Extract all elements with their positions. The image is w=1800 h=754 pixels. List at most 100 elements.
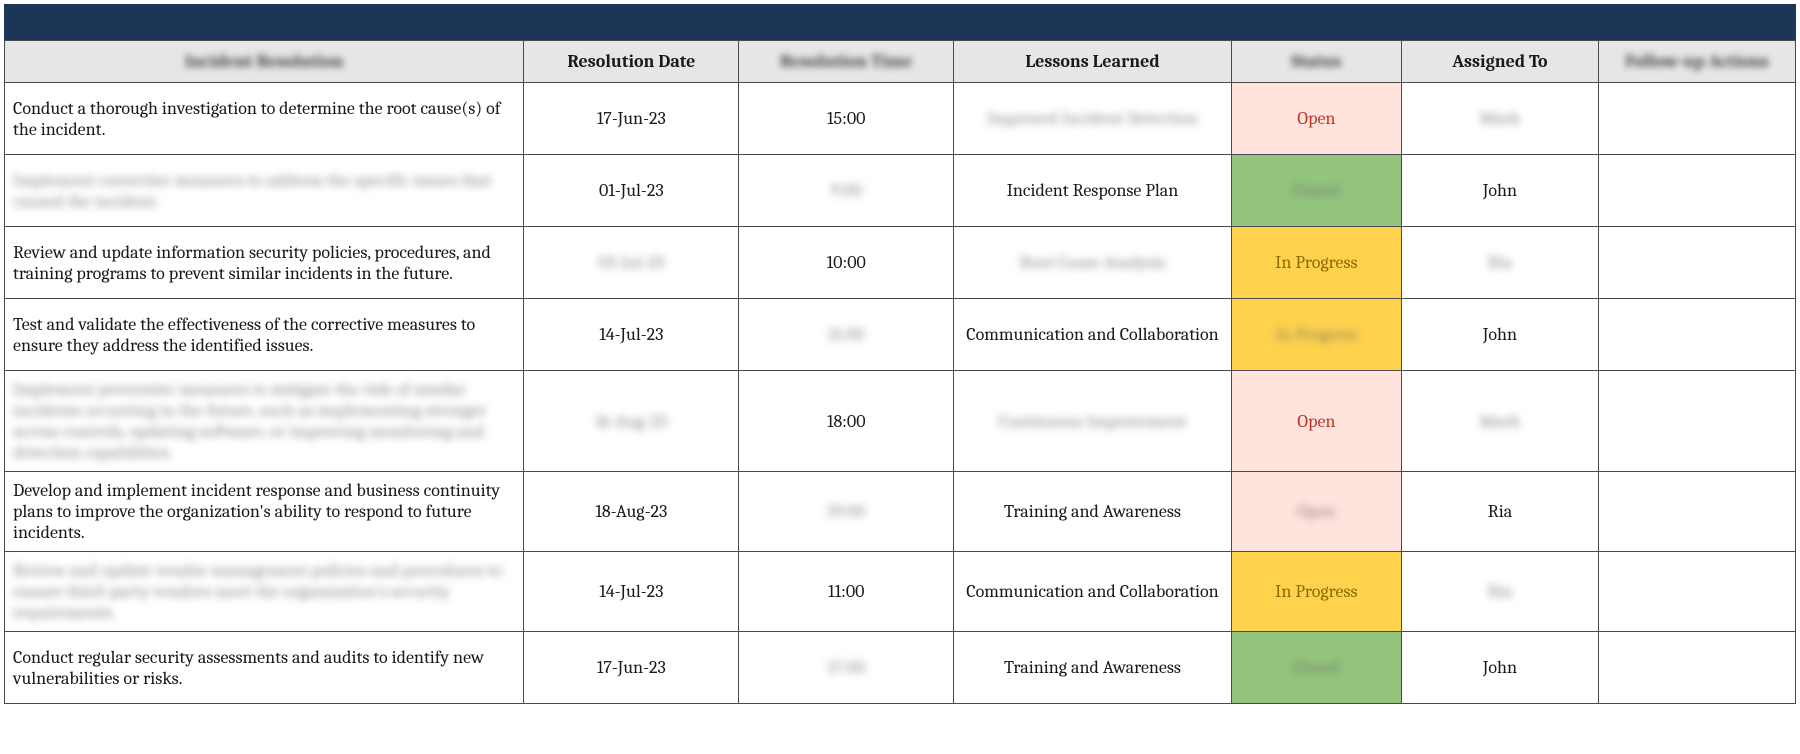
- cell-status: In Progress: [1231, 227, 1401, 299]
- cell-status: In Progress: [1231, 299, 1401, 371]
- cell-status-text: Open: [1297, 411, 1335, 432]
- cell-follow: [1598, 371, 1795, 472]
- cell-status-text: Closed: [1293, 657, 1340, 678]
- cell-assigned: Ria: [1401, 552, 1598, 632]
- top-banner: [4, 4, 1796, 40]
- cell-date: 14-Jul-23: [524, 552, 739, 632]
- cell-assigned-text: Mark: [1479, 108, 1520, 129]
- cell-time: 11:00: [739, 299, 954, 371]
- cell-lessons-text: Communication and Collaboration: [966, 581, 1218, 602]
- cell-lessons-text: Training and Awareness: [1004, 657, 1181, 678]
- cell-date: 14-Jul-23: [524, 299, 739, 371]
- cell-resolution: Review and update information security p…: [5, 227, 524, 299]
- cell-assigned: Ria: [1401, 227, 1598, 299]
- col-header: Lessons Learned: [954, 41, 1232, 83]
- cell-resolution-text: Conduct a thorough investigation to dete…: [13, 98, 500, 140]
- cell-lessons-text: Improved Incident Detection: [987, 108, 1198, 129]
- cell-time-text: 17:00: [827, 657, 865, 678]
- cell-resolution-text: Review and update vendor management poli…: [13, 560, 502, 623]
- cell-lessons: Improved Incident Detection: [954, 83, 1232, 155]
- cell-resolution-text: Conduct regular security assessments and…: [13, 647, 484, 689]
- cell-date: 03-Jul-23: [524, 227, 739, 299]
- table-body: Conduct a thorough investigation to dete…: [5, 83, 1796, 704]
- cell-time: 10:00: [739, 227, 954, 299]
- cell-follow: [1598, 227, 1795, 299]
- cell-resolution-text: Review and update information security p…: [13, 242, 491, 284]
- cell-status: Open: [1231, 472, 1401, 552]
- cell-date: 17-Jun-23: [524, 83, 739, 155]
- cell-follow: [1598, 83, 1795, 155]
- cell-resolution-text: Test and validate the effectiveness of t…: [13, 314, 475, 356]
- col-header-label: Incident Resolution: [185, 51, 344, 72]
- cell-time-text: 11:00: [828, 581, 864, 602]
- cell-date-text: 17-Jun-23: [597, 657, 666, 678]
- table-header: Incident ResolutionResolution DateResolu…: [5, 41, 1796, 83]
- cell-status: Closed: [1231, 632, 1401, 704]
- cell-lessons-text: Training and Awareness: [1004, 501, 1181, 522]
- col-header: Resolution Date: [524, 41, 739, 83]
- col-header-label: Lessons Learned: [1025, 51, 1159, 72]
- table-row: Conduct regular security assessments and…: [5, 632, 1796, 704]
- cell-resolution: Review and update vendor management poli…: [5, 552, 524, 632]
- cell-time: 9:00: [739, 155, 954, 227]
- cell-status-text: In Progress: [1275, 252, 1357, 273]
- cell-assigned-text: Ria: [1488, 252, 1512, 273]
- cell-time: 18:00: [739, 371, 954, 472]
- col-header-label: Status: [1291, 51, 1341, 72]
- col-header-label: Follow-up Actions: [1625, 51, 1769, 72]
- cell-resolution: Conduct regular security assessments and…: [5, 632, 524, 704]
- cell-time: 11:00: [739, 552, 954, 632]
- cell-assigned: Mark: [1401, 371, 1598, 472]
- col-header: Status: [1231, 41, 1401, 83]
- col-header: Incident Resolution: [5, 41, 524, 83]
- cell-resolution-text: Implement corrective measures to address…: [13, 170, 491, 212]
- cell-status: In Progress: [1231, 552, 1401, 632]
- table-row: Review and update information security p…: [5, 227, 1796, 299]
- cell-date-text: 16-Aug-23: [596, 411, 668, 432]
- cell-date: 17-Jun-23: [524, 632, 739, 704]
- cell-assigned: Mark: [1401, 83, 1598, 155]
- cell-date-text: 01-Jul-23: [599, 180, 664, 201]
- cell-status: Open: [1231, 371, 1401, 472]
- col-header-label: Assigned To: [1452, 51, 1547, 72]
- table-row: Test and validate the effectiveness of t…: [5, 299, 1796, 371]
- cell-assigned-text: John: [1483, 657, 1517, 678]
- cell-date: 16-Aug-23: [524, 371, 739, 472]
- cell-lessons-text: Incident Response Plan: [1007, 180, 1179, 201]
- cell-status: Closed: [1231, 155, 1401, 227]
- cell-assigned-text: Ria: [1488, 501, 1512, 522]
- cell-date-text: 17-Jun-23: [597, 108, 666, 129]
- cell-status-text: Closed: [1293, 180, 1340, 201]
- table-row: Implement corrective measures to address…: [5, 155, 1796, 227]
- cell-time-text: 9:00: [830, 180, 862, 201]
- cell-status-text: Open: [1297, 108, 1335, 129]
- cell-assigned: Ria: [1401, 472, 1598, 552]
- cell-time: 15:00: [739, 83, 954, 155]
- cell-lessons: Root Cause Analysis: [954, 227, 1232, 299]
- cell-status-text: Open: [1297, 501, 1335, 522]
- cell-status-text: In Progress: [1275, 581, 1357, 602]
- page: Incident ResolutionResolution DateResolu…: [0, 0, 1800, 708]
- cell-time-text: 19:00: [827, 501, 865, 522]
- cell-time: 17:00: [739, 632, 954, 704]
- table-row: Conduct a thorough investigation to dete…: [5, 83, 1796, 155]
- cell-assigned-text: Mark: [1479, 411, 1520, 432]
- cell-time-text: 15:00: [827, 108, 865, 129]
- cell-lessons: Training and Awareness: [954, 472, 1232, 552]
- cell-assigned: John: [1401, 299, 1598, 371]
- cell-date: 18-Aug-23: [524, 472, 739, 552]
- cell-assigned-text: Ria: [1488, 581, 1512, 602]
- cell-resolution-text: Implement preventive measures to mitigat…: [13, 379, 487, 463]
- cell-assigned-text: John: [1483, 180, 1517, 201]
- cell-follow: [1598, 155, 1795, 227]
- cell-time-text: 11:00: [828, 324, 864, 345]
- cell-date-text: 14-Jul-23: [599, 324, 663, 345]
- cell-assigned-text: John: [1483, 324, 1517, 345]
- cell-follow: [1598, 552, 1795, 632]
- cell-follow: [1598, 632, 1795, 704]
- cell-date-text: 18-Aug-23: [595, 501, 667, 522]
- col-header: Follow-up Actions: [1598, 41, 1795, 83]
- table-row: Develop and implement incident response …: [5, 472, 1796, 552]
- cell-status-text: In Progress: [1275, 324, 1357, 345]
- cell-date: 01-Jul-23: [524, 155, 739, 227]
